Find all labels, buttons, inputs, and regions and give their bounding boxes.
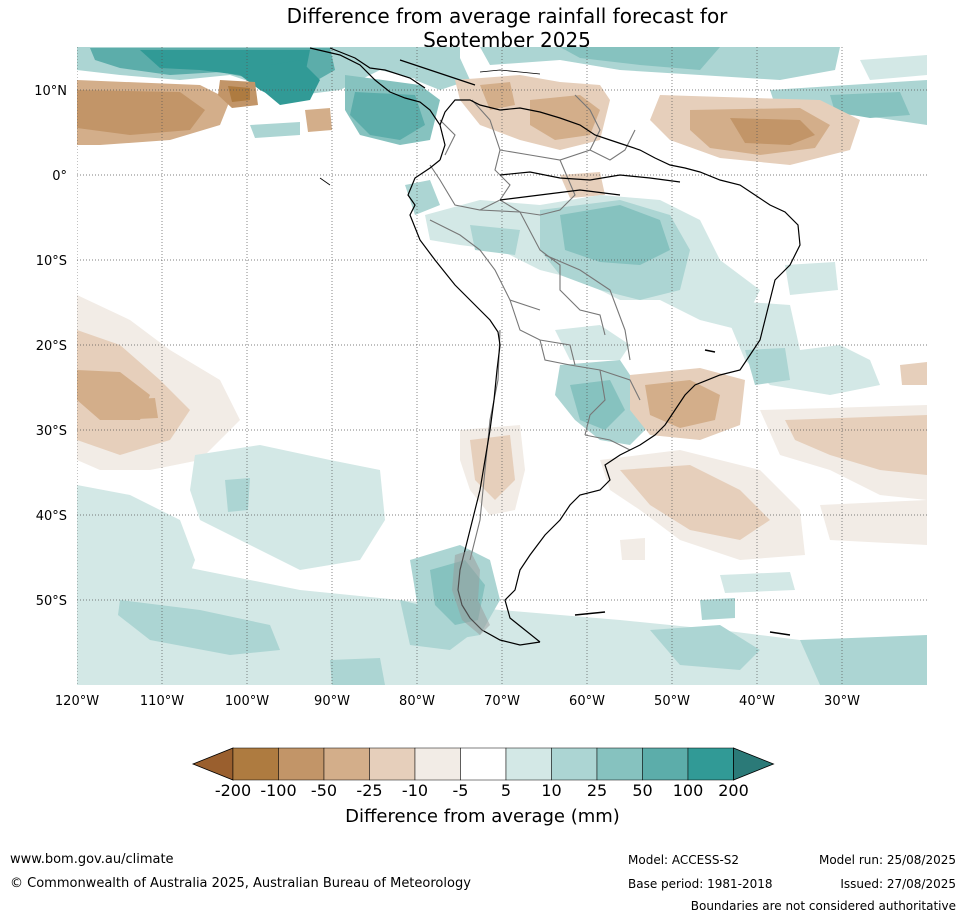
country-borders	[429, 94, 641, 561]
colorbar-tick-label: 50	[632, 781, 653, 800]
anomaly-fill-subtropical-dry	[460, 362, 927, 560]
lon-label: 40°W	[739, 694, 775, 709]
lon-label: 30°W	[824, 694, 860, 709]
anomaly-fill-tropical-wet	[405, 180, 880, 445]
map-title: Difference from average rainfall forecas…	[0, 4, 965, 52]
lon-label: 120°W	[55, 694, 99, 709]
colorbar-tick-label: 5	[500, 781, 512, 800]
lat-label: 0°	[52, 169, 67, 184]
colorbar	[191, 747, 775, 781]
lat-label: 10°N	[34, 84, 67, 99]
colorbar-tick-label: 10	[541, 781, 562, 800]
model-run-date: Model run: 25/08/2025	[818, 853, 956, 867]
colorbar-extend-low	[191, 747, 234, 781]
colorbar-swatch	[369, 747, 416, 781]
colorbar-tick-label: -25	[356, 781, 383, 800]
coastlines	[309, 47, 801, 646]
colorbar-tick-label: -50	[310, 781, 338, 800]
colorbar-tick-label: -10	[401, 781, 429, 800]
colorbar-title: Difference from average (mm)	[345, 806, 620, 827]
anomaly-fill-south-wet	[77, 445, 927, 685]
colorbar-swatch	[596, 747, 643, 781]
colorbar-swatch	[232, 747, 279, 781]
colorbar-swatch	[278, 747, 325, 781]
patagonia-fjords	[452, 550, 490, 635]
lat-label: 20°S	[36, 339, 67, 354]
colorbar-swatch	[505, 747, 552, 781]
anomaly-fill-north-dry	[77, 75, 860, 198]
colorbar-tick-label: 200	[718, 781, 749, 800]
colorbar-tick-label: 25	[586, 781, 608, 800]
colorbar-swatch	[687, 747, 734, 781]
colorbar-tick-label: 100	[672, 781, 704, 800]
colorbar-swatch	[551, 747, 598, 781]
colorbar-extend-high	[733, 747, 775, 781]
anomaly-fill-pacific-dry	[77, 295, 240, 470]
colorbar-tick-label: -100	[260, 781, 297, 800]
lon-label: 110°W	[140, 694, 184, 709]
lon-label: 50°W	[654, 694, 690, 709]
lat-label: 50°S	[36, 594, 67, 609]
anomaly-fill-north-wet	[77, 47, 927, 145]
website-url: www.bom.gov.au/climate	[10, 852, 174, 867]
title-line-1: Difference from average rainfall forecas…	[286, 4, 728, 28]
boundary-disclaimer: Boundaries are not considered authoritat…	[690, 899, 956, 913]
copyright-text: © Commonwealth of Australia 2025, Austra…	[10, 876, 471, 891]
lat-label: 40°S	[36, 509, 67, 524]
colorbar-swatch	[642, 747, 689, 781]
lon-label: 90°W	[314, 694, 350, 709]
lat-label: 10°S	[36, 254, 67, 269]
colorbar-swatch	[414, 747, 461, 781]
lat-label: 30°S	[36, 424, 67, 439]
issued-date: Issued: 27/08/2025	[840, 877, 956, 891]
colorbar-swatch	[323, 747, 370, 781]
latitude-labels: 10°N 0° 10°S 20°S 30°S 40°S 50°S	[34, 84, 67, 609]
map-plot-area	[77, 47, 927, 685]
lon-label: 70°W	[484, 694, 520, 709]
lon-label: 100°W	[225, 694, 269, 709]
graticule	[77, 47, 927, 685]
model-name: Model: ACCESS-S2	[628, 853, 740, 867]
colorbar-swatch	[460, 747, 507, 781]
longitude-labels: 120°W 110°W 100°W 90°W 80°W 70°W 60°W 50…	[55, 694, 860, 709]
colorbar-tick-label: -200	[214, 781, 252, 800]
colorbar-tick-label: -5	[452, 781, 469, 800]
lon-label: 60°W	[569, 694, 605, 709]
lon-label: 80°W	[399, 694, 435, 709]
base-period: Base period: 1981-2018	[628, 877, 773, 891]
